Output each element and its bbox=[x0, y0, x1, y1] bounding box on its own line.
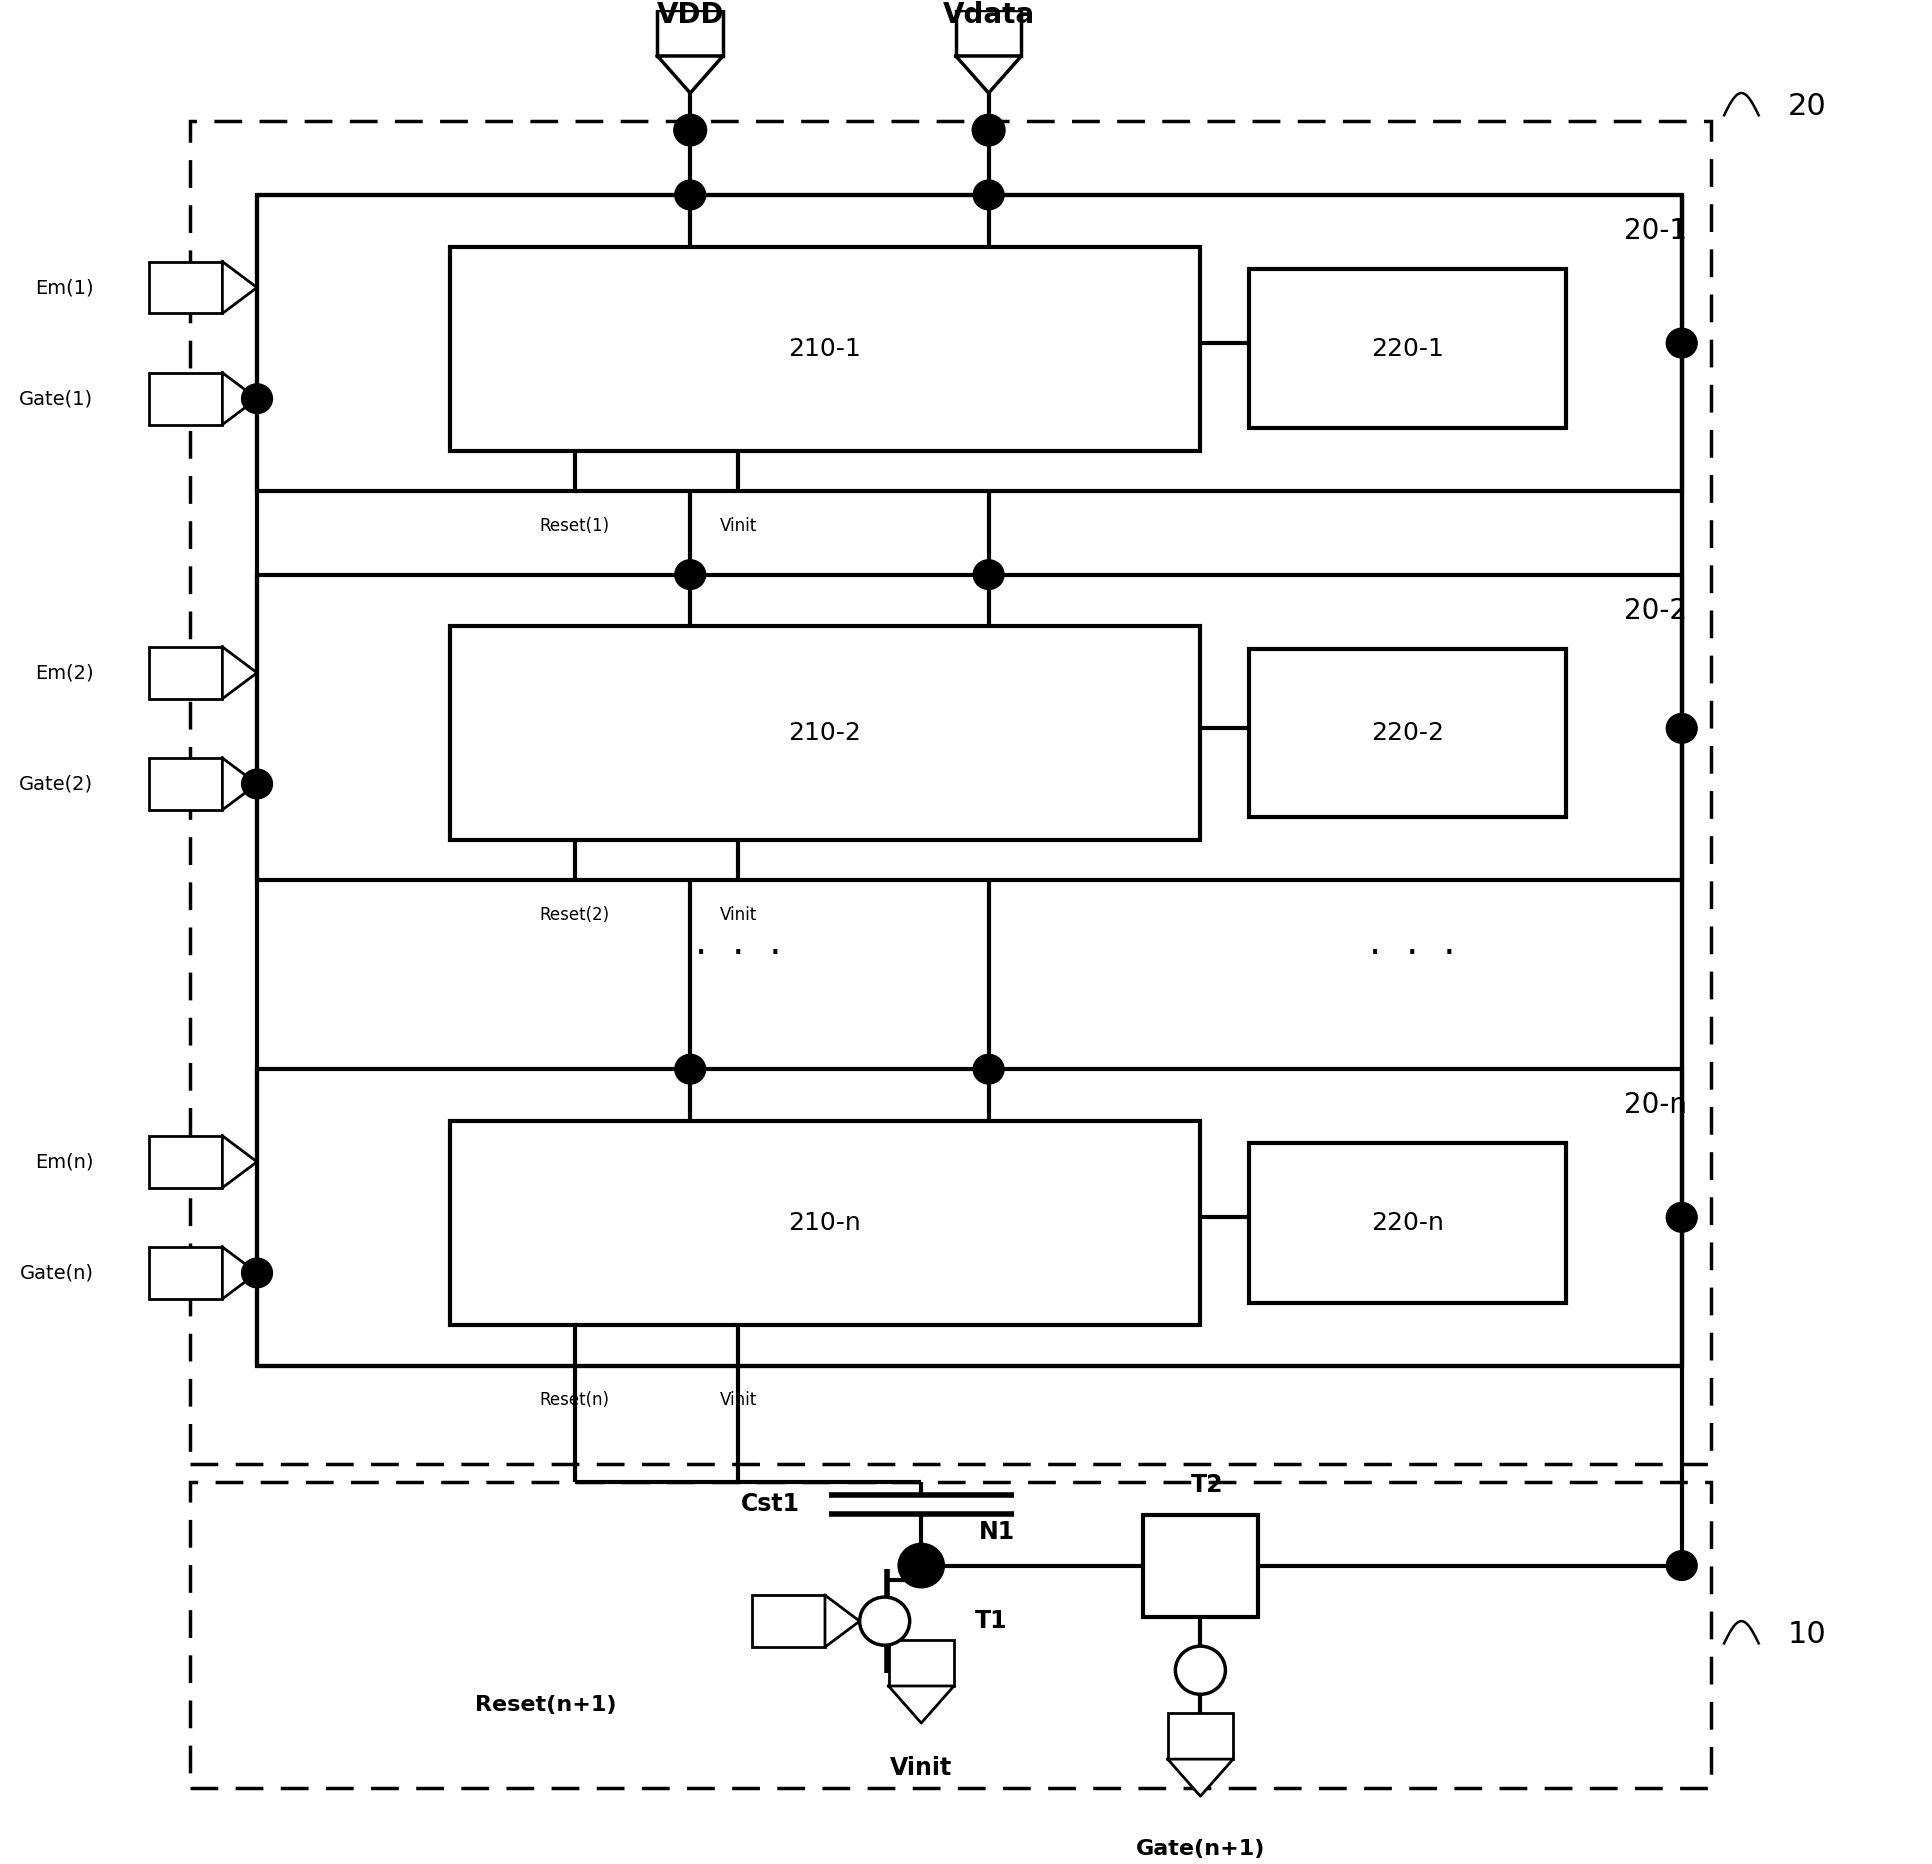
Text: Em(2): Em(2) bbox=[35, 664, 93, 682]
Circle shape bbox=[898, 1543, 945, 1588]
Bar bbox=[189, 121, 1710, 1463]
Circle shape bbox=[242, 770, 272, 800]
Circle shape bbox=[242, 1258, 272, 1288]
Circle shape bbox=[1665, 714, 1696, 744]
Text: T1: T1 bbox=[976, 1609, 1009, 1633]
Text: Vdata: Vdata bbox=[943, 2, 1036, 30]
Text: Gate(n+1): Gate(n+1) bbox=[1136, 1838, 1265, 1858]
Text: Em(n): Em(n) bbox=[35, 1152, 93, 1171]
Polygon shape bbox=[825, 1596, 860, 1648]
Bar bbox=[657, 9, 723, 56]
Polygon shape bbox=[956, 56, 1022, 93]
Bar bbox=[149, 647, 222, 699]
Circle shape bbox=[972, 114, 1005, 145]
Polygon shape bbox=[657, 56, 723, 93]
Text: Gate(2): Gate(2) bbox=[19, 774, 93, 794]
Polygon shape bbox=[889, 1685, 954, 1722]
Text: Vinit: Vinit bbox=[721, 1391, 757, 1409]
Bar bbox=[149, 261, 222, 313]
Polygon shape bbox=[222, 647, 257, 699]
Text: ·  ·  ·: · · · bbox=[696, 936, 782, 973]
Circle shape bbox=[974, 559, 1005, 589]
Bar bbox=[450, 246, 1200, 451]
Text: Cst1: Cst1 bbox=[742, 1493, 800, 1517]
Bar bbox=[956, 9, 1022, 56]
Bar bbox=[189, 1482, 1710, 1788]
Text: Vinit: Vinit bbox=[721, 906, 757, 925]
Bar bbox=[149, 1247, 222, 1299]
Polygon shape bbox=[222, 373, 257, 425]
Text: 20-2: 20-2 bbox=[1625, 596, 1687, 624]
Text: N1: N1 bbox=[980, 1521, 1014, 1543]
Text: 10: 10 bbox=[1787, 1620, 1826, 1648]
Polygon shape bbox=[222, 261, 257, 313]
Polygon shape bbox=[1167, 1760, 1233, 1797]
Text: Reset(2): Reset(2) bbox=[539, 906, 611, 925]
Circle shape bbox=[1665, 328, 1696, 358]
Circle shape bbox=[1175, 1646, 1225, 1694]
Bar bbox=[450, 626, 1200, 839]
Bar bbox=[1167, 1713, 1233, 1760]
Circle shape bbox=[674, 114, 707, 145]
Polygon shape bbox=[222, 1247, 257, 1299]
Circle shape bbox=[1665, 1202, 1696, 1232]
Circle shape bbox=[1665, 1551, 1696, 1581]
Bar bbox=[1248, 649, 1567, 816]
Bar bbox=[257, 574, 1681, 880]
Circle shape bbox=[860, 1597, 910, 1646]
Text: 220-n: 220-n bbox=[1372, 1212, 1443, 1236]
Bar bbox=[1248, 1143, 1567, 1303]
Text: ·  ·  ·: · · · bbox=[1370, 936, 1455, 973]
Text: Gate(n): Gate(n) bbox=[19, 1264, 93, 1282]
Bar bbox=[257, 1070, 1681, 1366]
Text: 210-2: 210-2 bbox=[788, 721, 862, 746]
Text: 220-2: 220-2 bbox=[1372, 721, 1443, 746]
Circle shape bbox=[674, 559, 705, 589]
Bar bbox=[1142, 1515, 1258, 1616]
Text: 220-1: 220-1 bbox=[1372, 337, 1443, 360]
Text: Reset(1): Reset(1) bbox=[539, 516, 611, 535]
Text: 210-1: 210-1 bbox=[788, 337, 862, 360]
Text: 210-n: 210-n bbox=[788, 1212, 862, 1236]
Text: Reset(n): Reset(n) bbox=[539, 1391, 611, 1409]
Bar bbox=[257, 196, 1681, 492]
Text: 20-1: 20-1 bbox=[1625, 216, 1687, 246]
Text: Em(1): Em(1) bbox=[35, 278, 93, 296]
Bar bbox=[149, 1135, 222, 1187]
Text: T2: T2 bbox=[1190, 1473, 1223, 1497]
Bar bbox=[752, 1596, 825, 1648]
Bar bbox=[149, 759, 222, 809]
Bar bbox=[450, 1120, 1200, 1325]
Circle shape bbox=[974, 181, 1005, 211]
Bar bbox=[1248, 268, 1567, 429]
Circle shape bbox=[974, 1055, 1005, 1085]
Bar bbox=[889, 1640, 954, 1685]
Circle shape bbox=[242, 384, 272, 414]
Bar bbox=[149, 373, 222, 425]
Text: Vinit: Vinit bbox=[891, 1756, 952, 1780]
Polygon shape bbox=[222, 759, 257, 809]
Text: Reset(n+1): Reset(n+1) bbox=[475, 1694, 616, 1715]
Polygon shape bbox=[222, 1135, 257, 1187]
Text: 20: 20 bbox=[1787, 91, 1826, 121]
Text: Gate(1): Gate(1) bbox=[19, 390, 93, 408]
Circle shape bbox=[674, 181, 705, 211]
Circle shape bbox=[674, 1055, 705, 1085]
Text: 20-n: 20-n bbox=[1625, 1092, 1687, 1120]
Text: Vinit: Vinit bbox=[721, 516, 757, 535]
Text: VDD: VDD bbox=[657, 2, 724, 30]
